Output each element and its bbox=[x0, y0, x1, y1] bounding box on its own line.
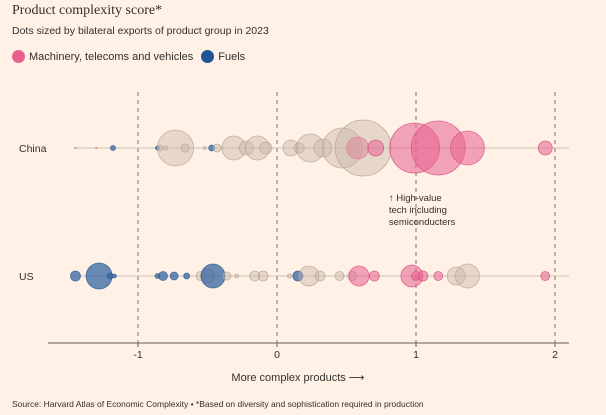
legend-swatch-fuels bbox=[201, 50, 215, 63]
bubble-china-0 bbox=[74, 146, 77, 150]
legend-label-machinery: Machinery, telecoms and vehicles bbox=[29, 50, 194, 63]
legend-item-fuels: Fuels bbox=[201, 50, 245, 63]
x-tick-label-0: -1 bbox=[133, 349, 142, 361]
x-tick-label-1: 0 bbox=[274, 349, 280, 361]
chart-subtitle: Dots sized by bilateral exports of produ… bbox=[12, 25, 269, 37]
bubble-us-6 bbox=[169, 271, 179, 281]
legend-swatch-machinery bbox=[12, 50, 25, 63]
bubble-us-25 bbox=[417, 270, 429, 282]
bubble-china-13 bbox=[245, 135, 270, 161]
bubble-us-15 bbox=[287, 273, 292, 279]
bubble-us-0 bbox=[70, 270, 81, 282]
bubble-china-26 bbox=[537, 140, 553, 156]
bubble-us-3 bbox=[111, 273, 117, 279]
bubble-china-25 bbox=[450, 130, 485, 166]
legend-item-machinery: Machinery, telecoms and vehicles bbox=[12, 50, 193, 63]
annotation-line-0: ↑ High-value bbox=[389, 193, 442, 204]
bubble-us-14 bbox=[257, 270, 269, 282]
bubble-us-11 bbox=[222, 271, 232, 281]
bubble-china-12 bbox=[239, 140, 254, 156]
bubble-us-18 bbox=[314, 270, 326, 282]
bubble-china-22 bbox=[367, 139, 385, 157]
bubble-us-10 bbox=[200, 263, 226, 289]
bubble-china-2 bbox=[110, 145, 116, 151]
bubble-china-5 bbox=[163, 145, 169, 151]
bubble-china-18 bbox=[313, 138, 333, 158]
x-tick-label-2: 1 bbox=[413, 349, 419, 361]
bubble-china-15 bbox=[282, 139, 300, 157]
bubble-us-22 bbox=[368, 270, 380, 282]
row-label-china: China bbox=[19, 143, 47, 155]
chart-title: Product complexity score* bbox=[12, 3, 163, 18]
row-label-us: US bbox=[19, 271, 34, 283]
bubble-us-26 bbox=[433, 271, 444, 281]
bubble-china-1 bbox=[95, 146, 98, 150]
bubble-us-5 bbox=[158, 271, 168, 281]
source-note: Source: Harvard Atlas of Economic Comple… bbox=[12, 399, 424, 409]
bubble-us-21 bbox=[348, 265, 370, 287]
bubble-us-7 bbox=[183, 272, 191, 280]
bubble-us-29 bbox=[540, 271, 551, 281]
bubble-us-17 bbox=[298, 265, 320, 287]
bubble-us-16 bbox=[292, 270, 304, 282]
legend-label-fuels: Fuels bbox=[218, 50, 246, 63]
bubble-us-19 bbox=[334, 271, 345, 281]
bubble-us-12 bbox=[234, 273, 240, 279]
bubble-china-8 bbox=[202, 146, 207, 150]
bubble-us-27 bbox=[446, 266, 466, 286]
annotation-line-2: semiconducters bbox=[389, 217, 456, 228]
x-axis-label: More complex products ⟶ bbox=[231, 372, 364, 384]
bubble-china-6 bbox=[157, 129, 194, 167]
x-tick-label-3: 2 bbox=[552, 349, 558, 361]
legend: Machinery, telecoms and vehicles Fuels bbox=[12, 50, 253, 63]
bubble-china-10 bbox=[212, 143, 222, 153]
bubble-us-28 bbox=[455, 263, 480, 289]
bubble-china-14 bbox=[259, 141, 273, 155]
annotation-line-1: tech including bbox=[389, 205, 447, 216]
bubble-us-13 bbox=[249, 270, 261, 282]
bubble-china-7 bbox=[180, 143, 190, 153]
